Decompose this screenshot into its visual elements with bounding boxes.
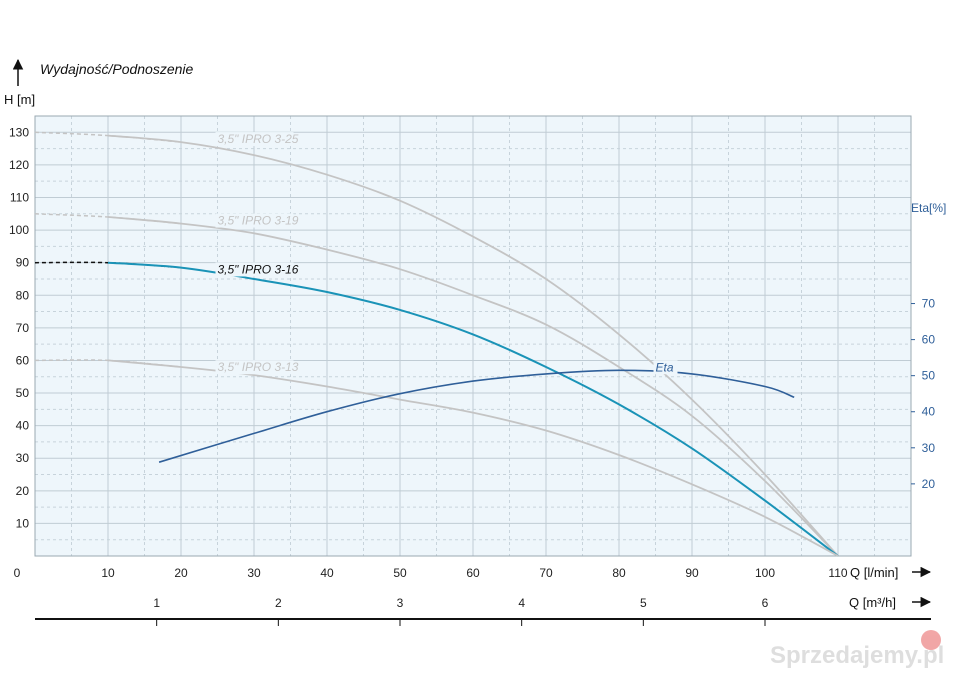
y-tick-label: 110 xyxy=(10,190,29,204)
y2-axis-label: Eta[%] xyxy=(911,201,946,215)
x-tick-label: 60 xyxy=(466,566,480,580)
x-tick-label: 0 xyxy=(14,566,21,580)
y-tick-labels: 10 20 30 40 50 60 70 80 90 100 110 120 130 xyxy=(9,125,29,530)
x2-tick-label: 5 xyxy=(640,596,647,610)
y-tick-label: 30 xyxy=(16,451,30,465)
y2-tick-label: 30 xyxy=(922,441,936,455)
x-tick-labels: 0 10 20 30 40 50 60 70 80 90 100 110 xyxy=(14,566,848,580)
y-tick-label: 20 xyxy=(16,484,30,498)
y-tick-label: 80 xyxy=(16,288,30,302)
x-axis-label: Q [l/min] xyxy=(850,565,898,580)
series-label-ipro-3-25: 3,5" IPRO 3-25 xyxy=(218,132,299,146)
y-tick-label: 60 xyxy=(16,353,30,367)
y2-tick-label: 70 xyxy=(922,297,936,311)
y-axis-label: H [m] xyxy=(4,92,35,107)
x2-tick-label: 2 xyxy=(275,596,282,610)
grid xyxy=(35,116,911,556)
series-label-ipro-3-19: 3,5" IPRO 3-19 xyxy=(218,214,299,228)
x-tick-label: 50 xyxy=(393,566,407,580)
series-line xyxy=(158,369,795,463)
x-tick-label: 70 xyxy=(539,566,553,580)
series-line xyxy=(107,216,839,557)
y-tick-label: 10 xyxy=(16,516,30,530)
series-line xyxy=(107,134,839,557)
series-label-bg xyxy=(215,132,294,147)
plot-border xyxy=(34,115,912,557)
x2-tick-label: 3 xyxy=(397,596,404,610)
x-tick-label: 80 xyxy=(612,566,626,580)
series-label-ipro-3-16: 3,5" IPRO 3-16 xyxy=(218,262,299,276)
watermark-logo: Sprzedajemy.pl xyxy=(770,630,944,669)
series-label-bg xyxy=(215,262,294,277)
x-tick-label: 100 xyxy=(755,566,775,580)
series-labels: 3,5" IPRO 3-25 3,5" IPRO 3-19 3,5" IPRO 3-… xyxy=(215,132,678,375)
x-tick-label: 20 xyxy=(174,566,188,580)
x2-axis-label: Q [m³/h] xyxy=(849,595,896,610)
y-tick-label: 100 xyxy=(9,223,29,237)
x-tick-label: 90 xyxy=(685,566,699,580)
series-label-bg xyxy=(215,360,294,375)
y-tick-label: 50 xyxy=(16,386,30,400)
y-tick-label: 130 xyxy=(9,125,29,139)
y-tick-label: 120 xyxy=(9,158,29,172)
series-label-bg xyxy=(215,213,294,228)
watermark-text: Sprzedajemy.pl xyxy=(770,642,944,669)
x-tick-label: 30 xyxy=(247,566,261,580)
series-label-ipro-3-13: 3,5" IPRO 3-13 xyxy=(218,360,299,374)
y2-tick-label: 20 xyxy=(922,477,936,491)
series-label-bg xyxy=(653,360,678,375)
x-tick-label: 10 xyxy=(101,566,115,580)
series-label-eta: Eta xyxy=(656,360,674,374)
x2-tick-labels: 1 2 3 4 5 6 xyxy=(153,596,769,626)
x2-tick-label: 4 xyxy=(518,596,525,610)
y-tick-label: 90 xyxy=(16,256,30,270)
y2-tick-label: 60 xyxy=(922,333,936,347)
x2-tick-label: 1 xyxy=(153,596,160,610)
y2-tick-label: 40 xyxy=(922,405,936,419)
y-tick-label: 70 xyxy=(16,321,30,335)
y2-tick-labels: 20 30 40 50 60 70 xyxy=(911,297,935,491)
x-tick-label: 40 xyxy=(320,566,334,580)
y-tick-label: 40 xyxy=(16,419,30,433)
y2-tick-label: 50 xyxy=(922,369,936,383)
watermark-badge xyxy=(921,630,941,650)
x-tick-label: 110 xyxy=(828,566,847,580)
chart-title: Wydajność/Podnoszenie xyxy=(40,61,194,77)
x2-tick-label: 6 xyxy=(762,596,769,610)
